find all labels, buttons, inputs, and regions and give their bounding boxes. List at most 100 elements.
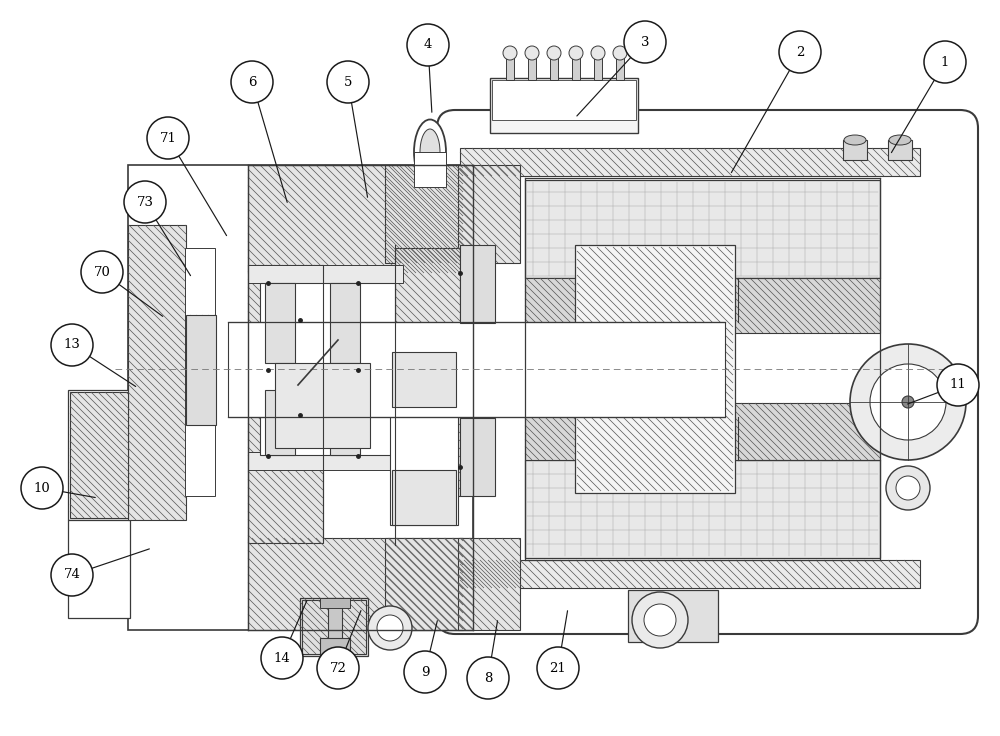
- Bar: [70, 392, 128, 518]
- Ellipse shape: [420, 129, 440, 175]
- Bar: [385, 165, 473, 263]
- Bar: [458, 538, 520, 630]
- Bar: [460, 418, 495, 496]
- FancyBboxPatch shape: [437, 110, 978, 634]
- Bar: [265, 283, 295, 363]
- Text: 71: 71: [160, 132, 176, 144]
- Bar: [575, 245, 735, 493]
- Circle shape: [327, 61, 369, 103]
- Circle shape: [613, 46, 627, 60]
- Text: 73: 73: [136, 196, 154, 208]
- Circle shape: [525, 46, 539, 60]
- Circle shape: [147, 117, 189, 159]
- Bar: [843, 140, 867, 160]
- Bar: [414, 152, 446, 187]
- Bar: [128, 225, 186, 520]
- Circle shape: [51, 324, 93, 366]
- Bar: [330, 390, 360, 455]
- Circle shape: [779, 31, 821, 73]
- Circle shape: [547, 46, 561, 60]
- Text: 3: 3: [641, 35, 649, 49]
- Text: 10: 10: [34, 481, 50, 495]
- Bar: [525, 403, 880, 460]
- Bar: [525, 180, 880, 278]
- Text: 72: 72: [330, 662, 346, 674]
- Bar: [460, 148, 920, 176]
- Bar: [248, 265, 323, 543]
- Bar: [385, 538, 473, 630]
- Bar: [68, 520, 130, 618]
- Circle shape: [317, 647, 359, 689]
- Text: 9: 9: [421, 665, 429, 679]
- Circle shape: [591, 46, 605, 60]
- Circle shape: [467, 657, 509, 699]
- Bar: [492, 80, 636, 120]
- Circle shape: [924, 41, 966, 83]
- Bar: [328, 598, 342, 660]
- Circle shape: [902, 396, 914, 408]
- Text: 11: 11: [950, 378, 966, 392]
- Text: 21: 21: [550, 662, 566, 674]
- Bar: [260, 283, 395, 455]
- Circle shape: [404, 651, 446, 693]
- Circle shape: [870, 364, 946, 440]
- Bar: [68, 390, 130, 520]
- Bar: [128, 165, 473, 630]
- Circle shape: [81, 251, 123, 293]
- Circle shape: [886, 466, 930, 510]
- Circle shape: [937, 364, 979, 406]
- Bar: [390, 350, 458, 525]
- Circle shape: [850, 344, 966, 460]
- Text: 1: 1: [941, 55, 949, 68]
- Text: 70: 70: [94, 266, 110, 278]
- Text: 5: 5: [344, 76, 352, 88]
- Bar: [528, 55, 536, 80]
- Circle shape: [569, 46, 583, 60]
- Text: 2: 2: [796, 46, 804, 58]
- Bar: [458, 165, 520, 263]
- Circle shape: [51, 554, 93, 596]
- Bar: [460, 560, 920, 588]
- Circle shape: [261, 637, 303, 679]
- Text: 74: 74: [64, 568, 80, 581]
- Text: 13: 13: [64, 339, 80, 352]
- Bar: [572, 55, 580, 80]
- Ellipse shape: [889, 135, 911, 145]
- Bar: [275, 363, 370, 448]
- Bar: [185, 248, 215, 496]
- Bar: [616, 55, 624, 80]
- Circle shape: [21, 467, 63, 509]
- Bar: [248, 538, 463, 630]
- Bar: [228, 322, 725, 417]
- Bar: [525, 278, 880, 333]
- Bar: [330, 283, 360, 363]
- Circle shape: [624, 21, 666, 63]
- Bar: [594, 55, 602, 80]
- Bar: [320, 598, 350, 608]
- Circle shape: [407, 24, 449, 66]
- Circle shape: [377, 615, 403, 641]
- Circle shape: [644, 604, 676, 636]
- Bar: [395, 248, 460, 496]
- Bar: [186, 315, 216, 425]
- Text: 8: 8: [484, 671, 492, 684]
- Bar: [888, 140, 912, 160]
- Bar: [248, 265, 403, 283]
- Bar: [506, 55, 514, 80]
- Text: 14: 14: [274, 651, 290, 665]
- Bar: [525, 460, 880, 558]
- Circle shape: [368, 606, 412, 650]
- Bar: [302, 600, 366, 654]
- Bar: [628, 590, 718, 642]
- Bar: [490, 78, 638, 133]
- Bar: [300, 598, 368, 656]
- Bar: [320, 638, 350, 660]
- Circle shape: [896, 476, 920, 500]
- Bar: [460, 245, 495, 323]
- Bar: [265, 390, 295, 455]
- Text: 6: 6: [248, 76, 256, 88]
- Bar: [248, 452, 403, 470]
- Ellipse shape: [844, 135, 866, 145]
- Bar: [392, 470, 456, 525]
- Bar: [392, 352, 456, 407]
